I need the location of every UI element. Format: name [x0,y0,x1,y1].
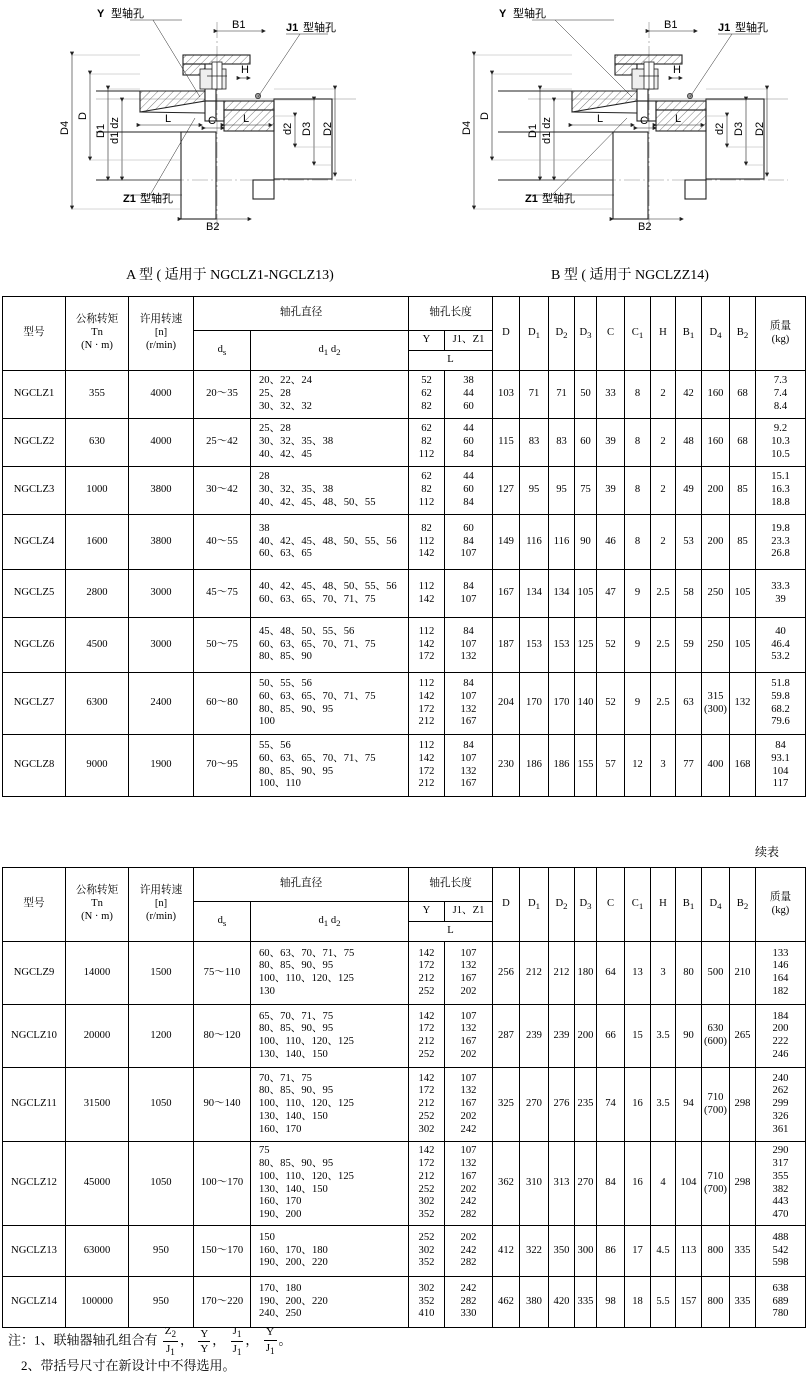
svg-text:Z1: Z1 [123,193,136,205]
svg-text:D2: D2 [754,122,766,136]
svg-text:Y: Y [499,8,507,20]
svg-text:D3: D3 [733,122,745,136]
svg-text:L: L [675,113,681,125]
svg-text:d1 dz: d1 dz [541,117,553,144]
svg-text:D1: D1 [95,124,107,138]
svg-text:H: H [673,64,681,76]
svg-text:D3: D3 [301,122,313,136]
svg-text:Y: Y [97,8,105,20]
svg-text:B1: B1 [664,19,677,31]
svg-text:C: C [640,115,648,127]
svg-text:B1: B1 [232,19,245,31]
svg-text:型轴孔: 型轴孔 [542,191,575,205]
svg-text:J1: J1 [286,22,298,34]
svg-text:D4: D4 [59,121,71,135]
svg-text:B2: B2 [638,221,651,233]
svg-text:L: L [243,113,249,125]
svg-text:d2: d2 [282,123,294,135]
svg-text:D1: D1 [527,124,539,138]
svg-text:L: L [597,113,603,125]
svg-text:D2: D2 [322,122,334,136]
svg-text:B2: B2 [206,221,219,233]
svg-text:型轴孔: 型轴孔 [513,6,546,20]
svg-text:型轴孔: 型轴孔 [303,20,336,34]
svg-text:型轴孔: 型轴孔 [111,6,144,20]
svg-text:H: H [241,64,249,76]
svg-text:d2: d2 [714,123,726,135]
svg-text:型轴孔: 型轴孔 [140,191,173,205]
svg-text:型轴孔: 型轴孔 [735,20,768,34]
svg-text:Z1: Z1 [525,193,538,205]
svg-text:D: D [479,112,491,120]
svg-text:D: D [77,112,89,120]
svg-text:d1 dz: d1 dz [109,117,121,144]
svg-text:J1: J1 [718,22,730,34]
svg-text:L: L [165,113,171,125]
svg-text:D4: D4 [461,121,473,135]
svg-text:C: C [208,115,216,127]
